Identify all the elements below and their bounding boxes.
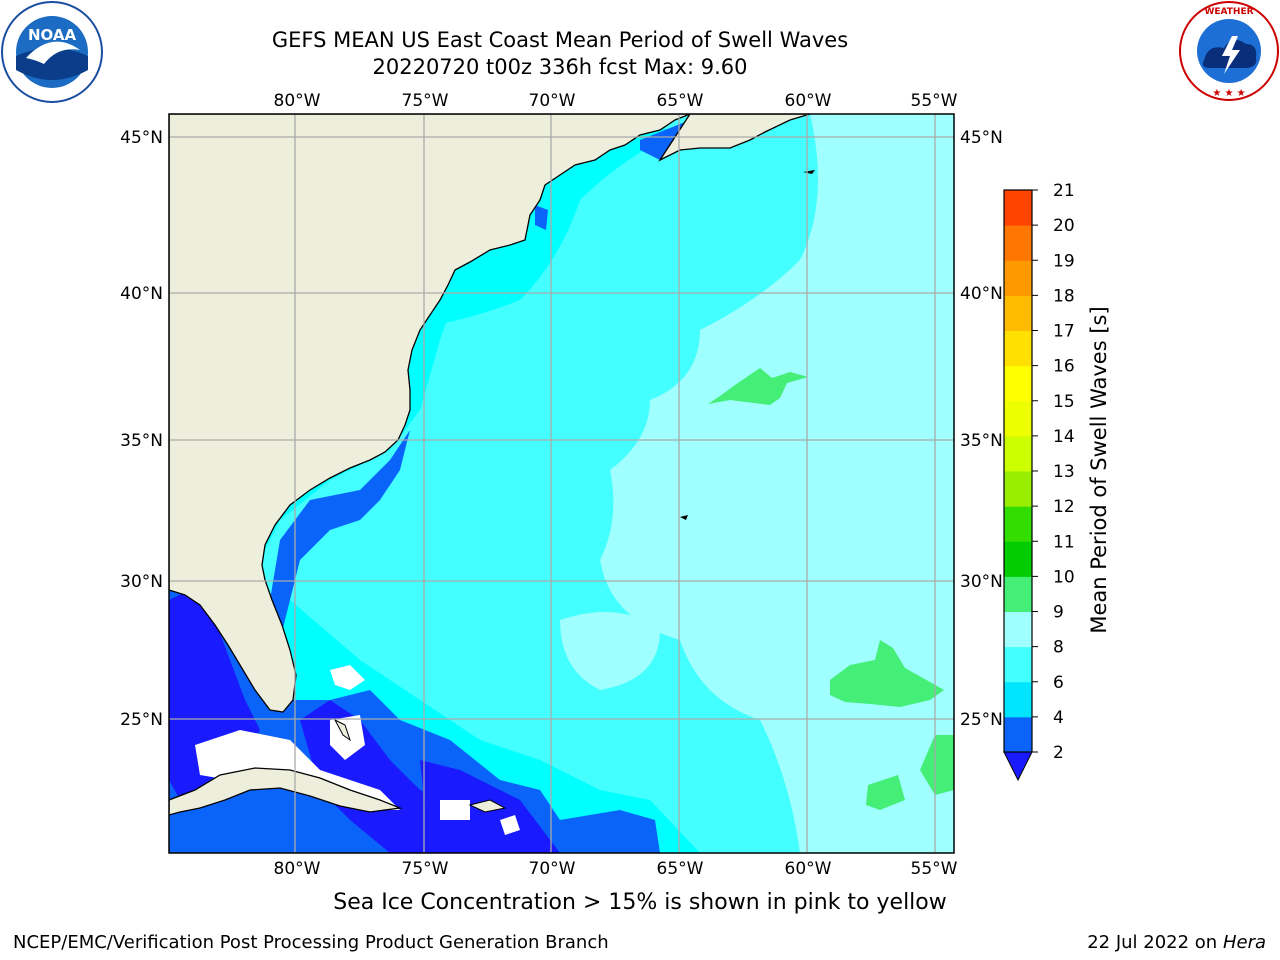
colorbar-segment <box>1004 716 1032 753</box>
wave-period-field <box>169 114 954 853</box>
lat-label-right: 45°N <box>960 128 1003 148</box>
map-title: GEFS MEAN US East Coast Mean Period of S… <box>271 28 849 52</box>
colorbar-tick-label: 14 <box>1053 427 1075 447</box>
land-bahamas <box>333 718 351 742</box>
lat-label-left: 25°N <box>120 710 163 730</box>
colorbar-tick-label: 11 <box>1053 532 1075 552</box>
lon-label-top: 60°W <box>785 91 832 111</box>
colorbar-segment <box>1004 646 1032 683</box>
colorbar-tick-label: 17 <box>1053 322 1075 342</box>
lon-label-bottom: 80°W <box>274 859 321 879</box>
lat-label-right: 25°N <box>960 710 1003 730</box>
colorbar-segment <box>1004 190 1032 226</box>
noaa-logo: NOAA <box>1 1 103 103</box>
colorbar-tick-label: 21 <box>1053 181 1075 201</box>
colorbar-tick-label: 18 <box>1053 286 1075 306</box>
lon-label-top: 65°W <box>657 91 704 111</box>
colorbar-segment <box>1004 576 1032 612</box>
lat-label-left: 45°N <box>120 128 163 148</box>
colorbar-segment <box>1004 295 1032 331</box>
lon-label-top: 75°W <box>402 91 449 111</box>
colorbar-segment <box>1004 681 1032 718</box>
lat-label-right: 30°N <box>960 572 1003 592</box>
lon-label-bottom: 75°W <box>402 859 449 879</box>
colorbar-segment <box>1004 506 1032 542</box>
colorbar-segment <box>1004 260 1032 296</box>
land-north-america <box>169 114 691 713</box>
lat-label-right: 35°N <box>960 431 1003 451</box>
colorbar-tick-label: 10 <box>1053 567 1075 587</box>
colorbar-segment <box>1004 541 1032 577</box>
colorbar-under-extension <box>1003 751 1033 782</box>
lat-label-left: 35°N <box>120 431 163 451</box>
map-frame <box>168 113 955 854</box>
ocean-2-4s <box>270 430 410 640</box>
colorbar-segment <box>1004 225 1032 261</box>
svg-text:★ ★ ★: ★ ★ ★ <box>1212 88 1245 99</box>
map-run-info: 20220720 t00z 336h fcst Max: 9.60 <box>372 55 748 79</box>
colorbar-segment <box>1004 365 1032 402</box>
lon-label-top: 80°W <box>274 91 321 111</box>
colorbar-tick-label: 12 <box>1053 497 1075 517</box>
land-sable-island <box>803 170 815 174</box>
colorbar-segment <box>1004 400 1032 437</box>
colorbar-segment <box>1004 330 1032 367</box>
land-cuba <box>169 767 403 816</box>
colorbar-tick-label: 13 <box>1053 462 1075 482</box>
colorbar-tick-label: 2 <box>1053 743 1064 763</box>
colorbar-label: Mean Period of Swell Waves [s] <box>1087 306 1111 633</box>
noaa-logo-text: NOAA <box>28 26 77 44</box>
sea-ice-note: Sea Ice Concentration > 15% is shown in … <box>333 890 947 915</box>
lon-label-bottom: 65°W <box>657 859 704 879</box>
lon-label-bottom: 55°W <box>911 859 958 879</box>
svg-text:WEATHER: WEATHER <box>1204 7 1253 17</box>
colorbar-tick-label: 15 <box>1053 392 1075 412</box>
land-bermuda <box>680 515 688 520</box>
footer-date: 22 Jul 2022 on Hera <box>1087 932 1266 953</box>
footer-host: Hera <box>1222 932 1266 953</box>
lat-label-left: 30°N <box>120 572 163 592</box>
footer-credit: NCEP/EMC/Verification Post Processing Pr… <box>13 932 609 953</box>
colorbar-tick-label: 19 <box>1053 251 1075 271</box>
colorbar-tick-label: 8 <box>1053 638 1064 658</box>
graticule <box>169 114 954 853</box>
lon-label-bottom: 60°W <box>785 859 832 879</box>
lat-label-right: 40°N <box>960 284 1003 304</box>
colorbar-tick-label: 9 <box>1053 603 1064 623</box>
colorbar-segment <box>1004 435 1032 472</box>
colorbar-tick-label: 4 <box>1053 708 1064 728</box>
colorbar-tick-label: 16 <box>1053 357 1075 377</box>
lon-label-bottom: 70°W <box>529 859 576 879</box>
footer-date-text: 22 Jul 2022 on <box>1087 932 1223 953</box>
colorbar: 2 4 6 8 9 10 11 12 13 14 15 16 17 18 19 20 21 <box>1003 181 1075 782</box>
lat-label-left: 40°N <box>120 284 163 304</box>
colorbar-tick-label: 6 <box>1053 673 1064 693</box>
lon-label-top: 70°W <box>529 91 576 111</box>
lon-label-top: 55°W <box>911 91 958 111</box>
colorbar-tick-label: 20 <box>1053 216 1075 236</box>
colorbar-segment <box>1004 611 1032 648</box>
ocean-9-10s-patch <box>708 368 808 405</box>
national-weather-service-logo: WEATHER ★ ★ ★ <box>1179 1 1279 101</box>
colorbar-segment <box>1004 471 1032 507</box>
